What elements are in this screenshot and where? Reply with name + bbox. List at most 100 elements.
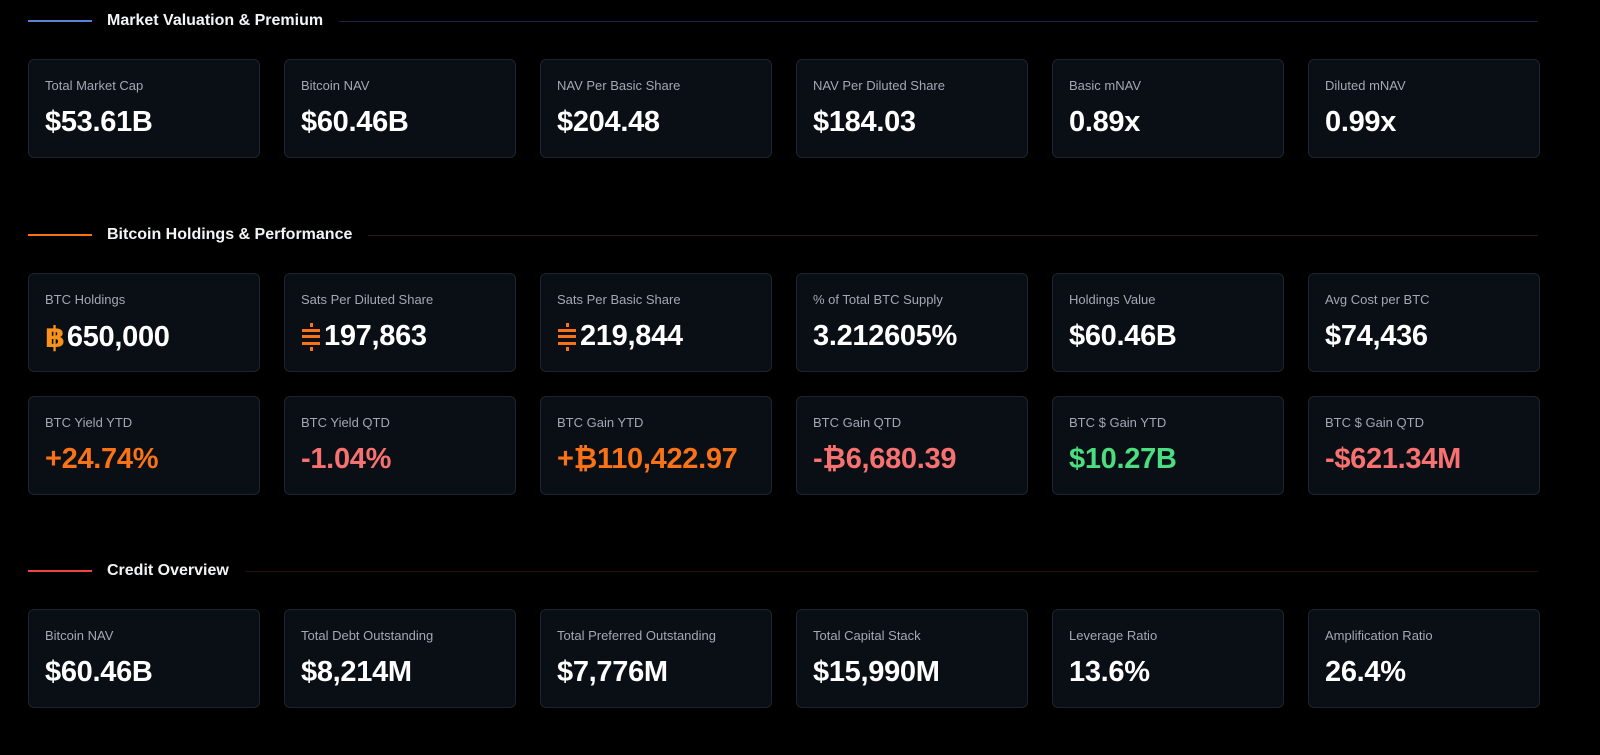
metric-card-total-preferred-outstanding: Total Preferred Outstanding $7,776M [540, 609, 772, 708]
metric-card-btc-gain-qtd: BTC Gain QTD -₿6,680.39 [796, 396, 1028, 495]
metric-value-text: $204.48 [557, 106, 660, 138]
metric-label: NAV Per Basic Share [557, 78, 681, 93]
metric-card-bitcoin-nav: Bitcoin NAV $60.46B [284, 59, 516, 158]
metric-label: BTC Yield YTD [45, 415, 133, 430]
metric-card-btc-holdings: BTC Holdings ฿ 650,000 [28, 273, 260, 372]
metric-value: $74,436 [1325, 320, 1428, 353]
metric-value-text: 219,844 [580, 320, 683, 352]
metric-value-text: $74,436 [1325, 320, 1428, 352]
metric-card-basic-mnav: Basic mNAV 0.89x [1052, 59, 1284, 158]
metric-value-text: $184.03 [813, 106, 916, 138]
metric-label: NAV Per Diluted Share [813, 78, 945, 93]
metric-value: $8,214M [301, 656, 412, 689]
divider [244, 570, 1538, 572]
metric-card-sats-per-diluted-share: Sats Per Diluted Share 197,863 [284, 273, 516, 372]
sats-icon [301, 322, 321, 351]
metric-value-text: $60.46B [1069, 320, 1177, 352]
metric-card-btc-gain-ytd: BTC $ Gain YTD $10.27B [1052, 396, 1284, 495]
metric-label: Total Market Cap [45, 78, 144, 93]
metric-value: $184.03 [813, 106, 916, 139]
metric-value: ฿ 650,000 [45, 320, 170, 355]
sats-icon [557, 322, 577, 351]
metric-card-avg-cost-per-btc: Avg Cost per BTC $74,436 [1308, 273, 1540, 372]
divider [368, 234, 1538, 236]
metric-value-text: -$621.34M [1325, 443, 1461, 475]
metric-card-diluted-mnav: Diluted mNAV 0.99x [1308, 59, 1540, 158]
metric-card-btc-yield-qtd: BTC Yield QTD -1.04% [284, 396, 516, 495]
metric-value-text: -₿6,680.39 [813, 443, 957, 475]
metric-value: 26.4% [1325, 656, 1406, 689]
metric-label: Bitcoin NAV [301, 78, 370, 93]
metric-row: BTC Holdings ฿ 650,000 Sats Per Diluted Sh… [28, 273, 1540, 372]
metric-card-btc-gain-qtd: BTC $ Gain QTD -$621.34M [1308, 396, 1540, 495]
metric-value: -₿6,680.39 [813, 443, 956, 476]
metric-label: % of Total BTC Supply [813, 292, 943, 307]
divider [28, 234, 92, 236]
metric-value: -1.04% [301, 443, 391, 476]
metric-value-text: $15,990M [813, 656, 940, 688]
section-header-credit-overview: Credit Overview [28, 561, 1538, 581]
metric-value-text: $53.61B [45, 106, 153, 138]
metric-label: BTC Gain YTD [557, 415, 644, 430]
metric-card-leverage-ratio: Leverage Ratio 13.6% [1052, 609, 1284, 708]
metric-row: BTC Yield YTD +24.74% BTC Yield QTD -1.04… [28, 396, 1540, 495]
metric-value-text: 3.212605% [813, 320, 958, 352]
divider [339, 20, 1538, 22]
metric-value-text: +₿110,422.97 [557, 443, 738, 475]
metric-label: BTC $ Gain YTD [1069, 415, 1167, 430]
metric-card-of-total-btc-supply: % of Total BTC Supply 3.212605% [796, 273, 1028, 372]
metric-value: $7,776M [557, 656, 668, 689]
metric-card-nav-per-basic-share: NAV Per Basic Share $204.48 [540, 59, 772, 158]
metric-label: Basic mNAV [1069, 78, 1141, 93]
metric-value: 219,844 [557, 320, 683, 353]
metric-value-text: -1.04% [301, 443, 392, 475]
metric-value-text: 0.89x [1069, 106, 1141, 138]
metric-card-btc-yield-ytd: BTC Yield YTD +24.74% [28, 396, 260, 495]
metric-value: 197,863 [301, 320, 427, 353]
metric-value: 0.89x [1069, 106, 1140, 139]
metric-label: Sats Per Basic Share [557, 292, 681, 307]
section-title: Market Valuation & Premium [107, 12, 324, 29]
metric-card-sats-per-basic-share: Sats Per Basic Share 219,844 [540, 273, 772, 372]
metric-value: $60.46B [1069, 320, 1177, 353]
bitcoin-icon: ฿ [45, 322, 65, 354]
metric-value-text: 13.6% [1069, 656, 1150, 688]
metric-card-holdings-value: Holdings Value $60.46B [1052, 273, 1284, 372]
metric-value-text: 650,000 [66, 321, 170, 353]
metric-value-text: +24.74% [45, 443, 159, 475]
metric-value: $15,990M [813, 656, 940, 689]
metric-card-nav-per-diluted-share: NAV Per Diluted Share $184.03 [796, 59, 1028, 158]
metric-value: 13.6% [1069, 656, 1150, 689]
metric-value: +24.74% [45, 443, 159, 476]
metric-label: BTC Holdings [45, 292, 126, 307]
metric-value: $60.46B [301, 106, 409, 139]
metric-value-text: $10.27B [1069, 443, 1177, 475]
metric-value-text: $60.46B [301, 106, 409, 138]
metric-card-total-capital-stack: Total Capital Stack $15,990M [796, 609, 1028, 708]
metric-value: $10.27B [1069, 443, 1177, 476]
metric-label: BTC $ Gain QTD [1325, 415, 1424, 430]
metric-label: Diluted mNAV [1325, 78, 1406, 93]
metric-value: 3.212605% [813, 320, 957, 353]
metric-label: Sats Per Diluted Share [301, 292, 434, 307]
section-header-bitcoin-holdings-performance: Bitcoin Holdings & Performance [28, 225, 1538, 245]
metric-label: Bitcoin NAV [45, 628, 114, 643]
metric-card-total-market-cap: Total Market Cap $53.61B [28, 59, 260, 158]
metric-label: Amplification Ratio [1325, 628, 1433, 643]
metric-label: Total Debt Outstanding [301, 628, 434, 643]
metric-value-text: 26.4% [1325, 656, 1406, 688]
metric-value-text: 197,863 [324, 320, 427, 352]
metric-value: -$621.34M [1325, 443, 1461, 476]
metric-value: $53.61B [45, 106, 153, 139]
metric-value-text: 0.99x [1325, 106, 1397, 138]
divider [28, 20, 92, 22]
metric-card-bitcoin-nav: Bitcoin NAV $60.46B [28, 609, 260, 708]
metric-row: Total Market Cap $53.61B Bitcoin NAV $60.… [28, 59, 1540, 158]
metric-label: BTC Yield QTD [301, 415, 390, 430]
section-title: Credit Overview [107, 562, 229, 579]
metric-value: 0.99x [1325, 106, 1396, 139]
metric-value: +₿110,422.97 [557, 443, 738, 476]
section-title: Bitcoin Holdings & Performance [107, 226, 353, 243]
metric-label: BTC Gain QTD [813, 415, 902, 430]
metric-card-amplification-ratio: Amplification Ratio 26.4% [1308, 609, 1540, 708]
